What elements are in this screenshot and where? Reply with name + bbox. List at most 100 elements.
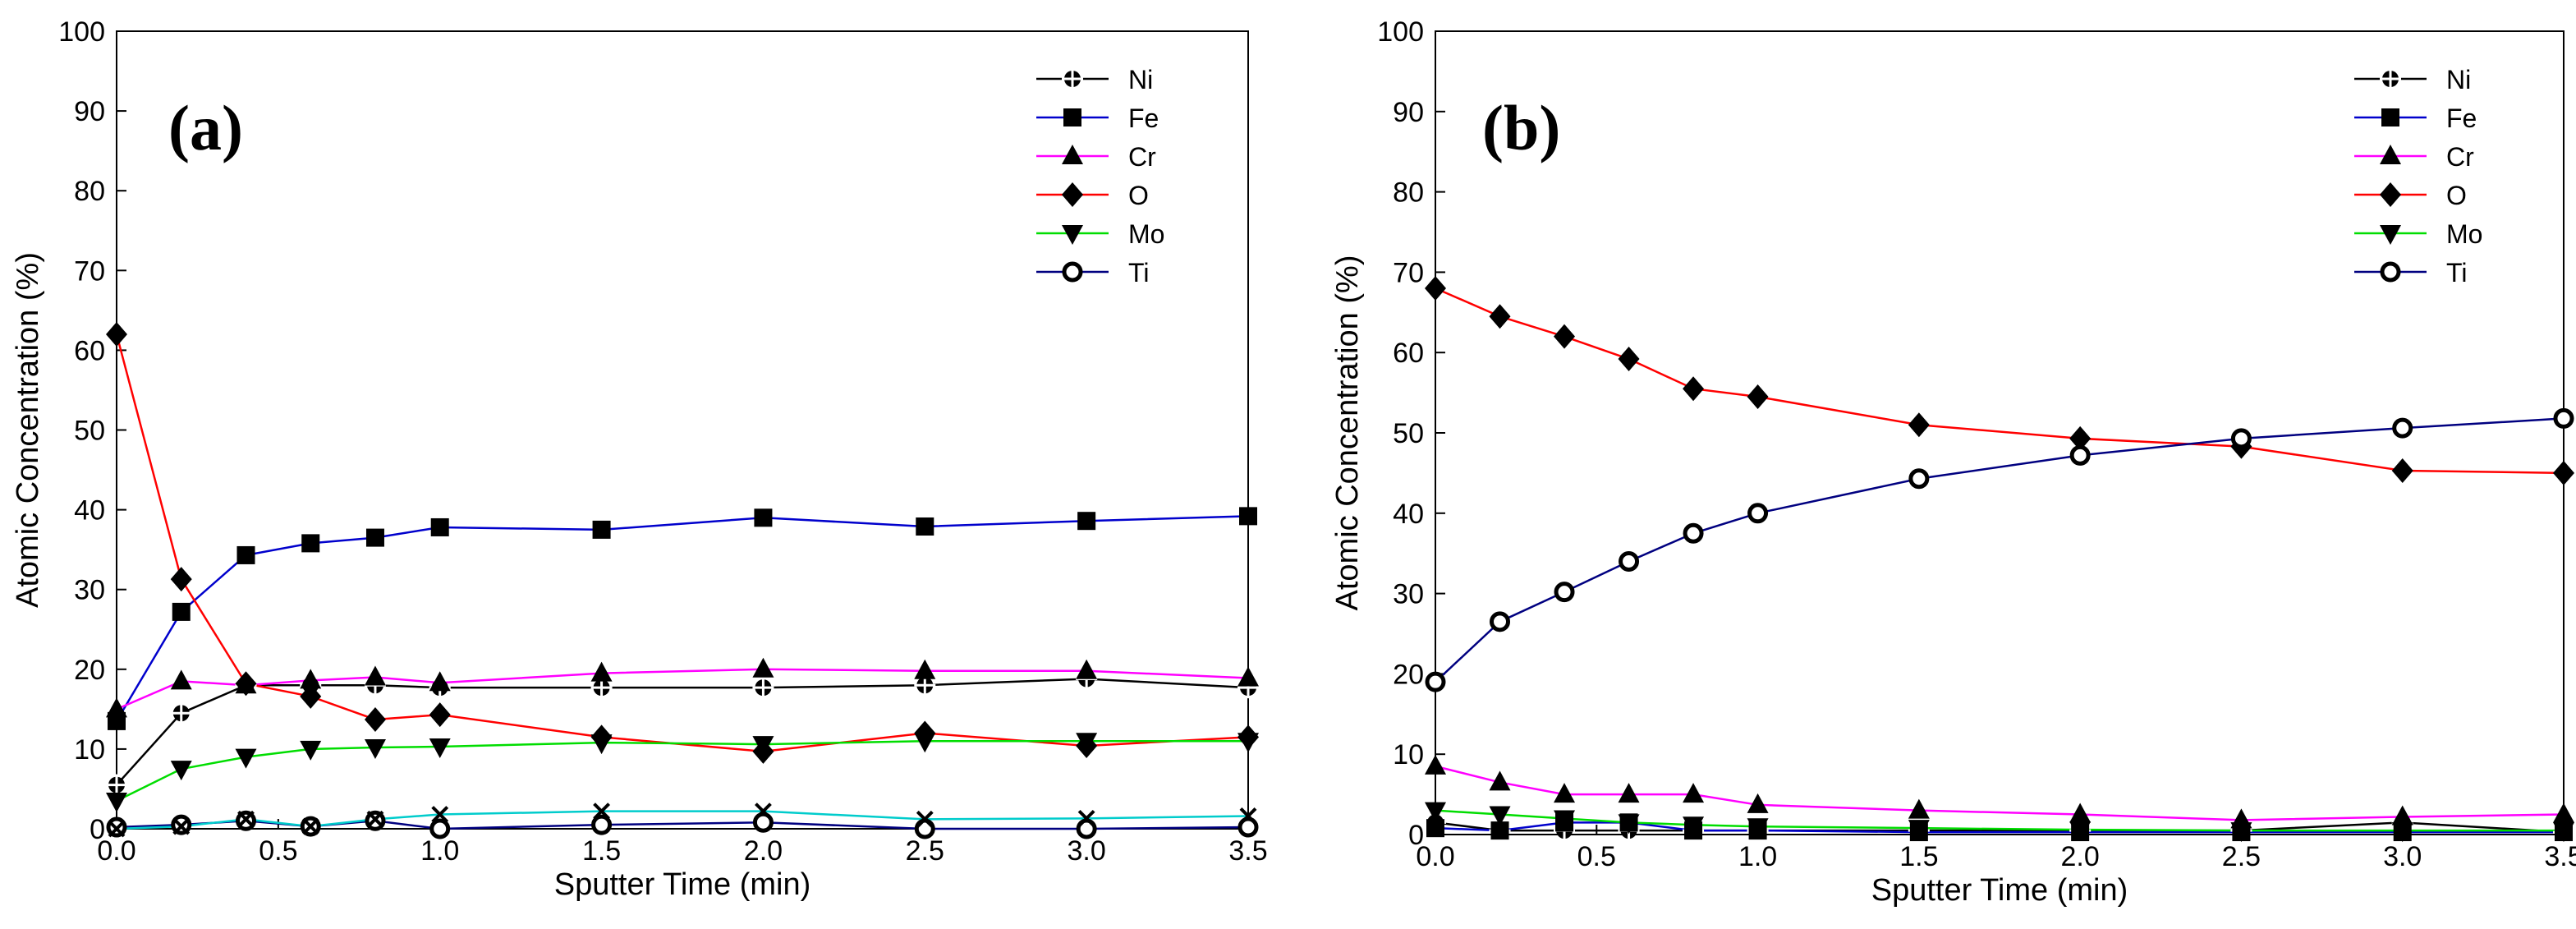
data-point-cr xyxy=(752,657,774,678)
legend-label: Fe xyxy=(2446,103,2477,133)
data-point-o xyxy=(1747,384,1769,409)
data-point-mo xyxy=(235,748,257,769)
data-point-ti xyxy=(1554,582,1575,603)
legend-marker xyxy=(2380,145,2401,164)
legend: Ni Fe Cr O Mo Ti xyxy=(1036,65,1164,287)
legend-label: Mo xyxy=(2446,219,2482,249)
series-line-fe xyxy=(115,515,1249,722)
data-point-o xyxy=(235,671,257,697)
data-point-cr xyxy=(364,665,386,686)
data-point-o xyxy=(1554,324,1576,349)
data-point-cr xyxy=(590,661,613,682)
data-point-mo xyxy=(2553,822,2574,843)
data-point-mo xyxy=(364,738,386,759)
data-point-ti xyxy=(2392,417,2413,439)
legend-marker xyxy=(1062,68,1083,90)
data-point-ni xyxy=(170,702,192,724)
y-tick-label: 20 xyxy=(1393,659,1424,690)
data-point-fe xyxy=(1426,819,1444,838)
data-point-mo xyxy=(106,793,127,813)
data-point-o xyxy=(1683,376,1705,402)
x-tick-label: 1.5 xyxy=(1899,841,1938,872)
data-point-cr xyxy=(2391,805,2413,826)
data-point-cr xyxy=(1908,798,1930,819)
x-tick-label: 3.0 xyxy=(1068,835,1106,867)
data-point-o xyxy=(106,321,127,347)
y-tick-label: 50 xyxy=(74,416,105,447)
data-point-cr xyxy=(1554,783,1576,803)
data-point-fe xyxy=(236,545,255,564)
data-point-unlabeled xyxy=(431,806,449,823)
y-tick-label: 40 xyxy=(74,495,105,527)
data-point-cr xyxy=(106,697,127,718)
data-point-unlabeled xyxy=(593,803,610,821)
legend-label: Mo xyxy=(1128,219,1164,249)
data-point-cr xyxy=(1618,783,1640,803)
legend-marker xyxy=(1062,261,1083,283)
x-tick-label: 1.0 xyxy=(1738,841,1777,872)
data-point-mo xyxy=(590,734,613,755)
data-point-mo xyxy=(1237,733,1259,753)
data-point-fe xyxy=(172,602,191,621)
series-line-cr xyxy=(1435,765,2565,821)
y-tick-label: 0 xyxy=(1408,820,1424,851)
data-point-unlabeled xyxy=(755,803,772,821)
data-point-mo xyxy=(1554,810,1576,830)
y-tick-label: 50 xyxy=(1393,418,1424,449)
data-point-unlabeled xyxy=(237,810,255,828)
chart-panel-b: 0 10 20 30 40 50 60 70 80 90 100 0.0 0.5 1.0 1.5 2.0 2.5… xyxy=(1330,16,2576,908)
y-tick-label: 100 xyxy=(1377,16,1424,48)
legend-marker xyxy=(1063,108,1081,126)
data-point-ti xyxy=(2553,407,2574,429)
x-tick-label: 1.0 xyxy=(420,835,459,867)
data-point-cr xyxy=(170,669,192,690)
data-point-o xyxy=(2391,458,2413,483)
legend-marker xyxy=(1062,182,1083,207)
data-point-ni xyxy=(590,677,613,699)
data-point-ti xyxy=(1237,816,1259,838)
y-tick-label: 10 xyxy=(1393,739,1424,770)
data-point-ti xyxy=(1490,611,1511,632)
data-point-fe xyxy=(1239,507,1257,526)
data-point-unlabeled xyxy=(1239,807,1257,825)
data-point-ti xyxy=(2069,444,2091,466)
data-point-cr xyxy=(1425,754,1446,775)
legend-marker xyxy=(2381,108,2399,126)
data-point-fe xyxy=(1490,821,1509,840)
data-point-ti xyxy=(591,814,613,835)
data-point-mo xyxy=(300,740,322,761)
y-tick-label: 90 xyxy=(1393,97,1424,128)
panel-label: (a) xyxy=(168,92,243,163)
series-line-mo xyxy=(116,739,1248,803)
data-point-o xyxy=(2553,460,2574,485)
data-point-mo xyxy=(1683,816,1705,837)
data-point-fe xyxy=(1077,512,1096,531)
data-point-cr xyxy=(1237,666,1259,687)
data-point-unlabeled xyxy=(366,810,384,828)
y-tick-label: 20 xyxy=(74,655,105,686)
legend-label: Ti xyxy=(1128,258,1149,287)
data-point-ti xyxy=(429,818,451,839)
data-point-o xyxy=(364,706,386,732)
legend-marker xyxy=(2380,68,2401,90)
x-tick-label: 2.5 xyxy=(906,835,944,867)
data-point-o xyxy=(1618,347,1640,372)
data-point-fe xyxy=(301,534,320,553)
y-tick-label: 70 xyxy=(1393,257,1424,288)
plot-frame xyxy=(116,30,1249,830)
data-point-cr xyxy=(2069,803,2092,823)
y-tick-label: 100 xyxy=(58,16,105,48)
data-point-fe xyxy=(592,520,611,539)
panel-label: (b) xyxy=(1482,92,1560,163)
series-line-o xyxy=(1435,287,2565,475)
y-axis-label: Atomic Concentration (%) xyxy=(11,252,45,608)
data-point-cr xyxy=(1489,770,1511,791)
data-point-ti xyxy=(1908,468,1930,490)
legend-label: Ti xyxy=(2446,258,2467,287)
data-point-mo xyxy=(1489,806,1511,826)
y-tick-label: 70 xyxy=(74,255,105,287)
data-point-cr xyxy=(914,659,936,679)
data-point-o xyxy=(170,567,192,592)
data-point-mo xyxy=(1076,733,1098,753)
